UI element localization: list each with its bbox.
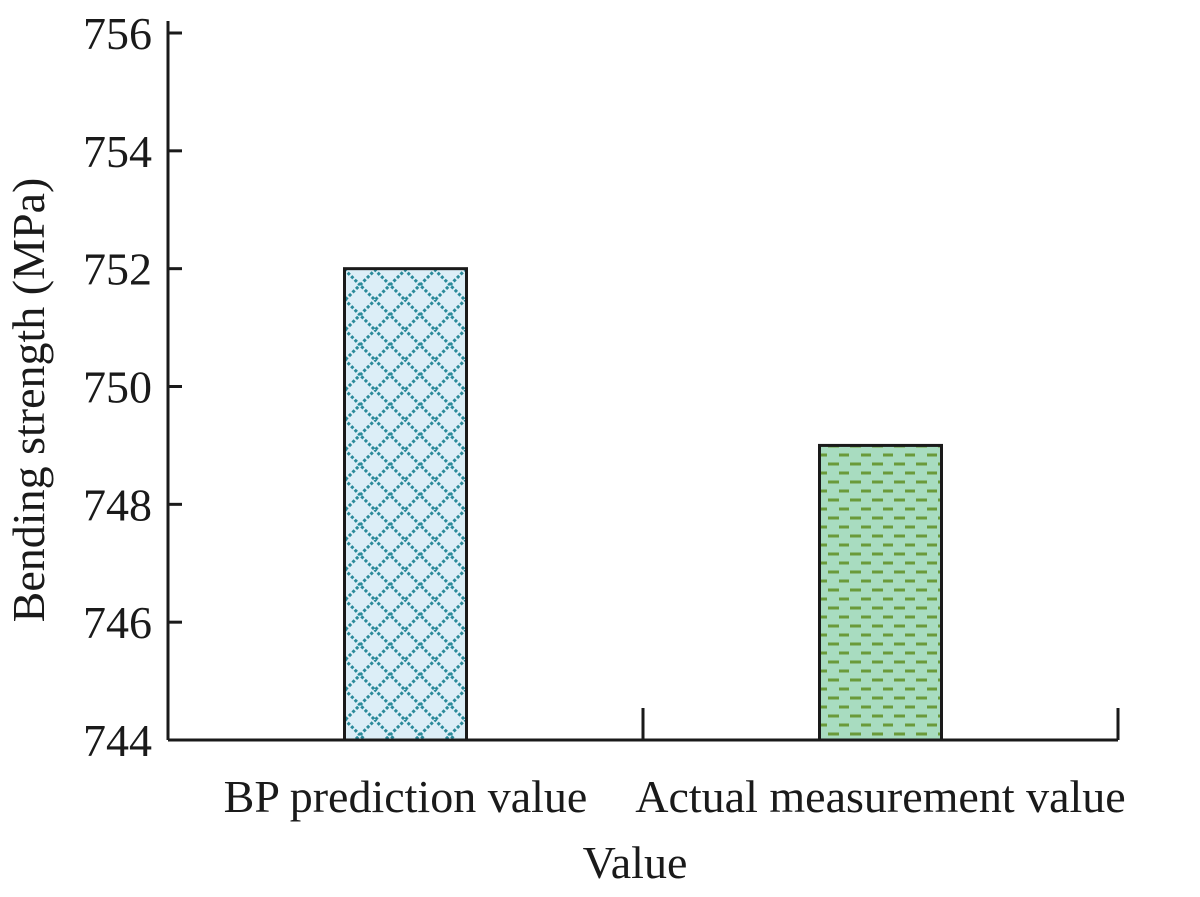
y-tick-label: 756 [83,8,152,59]
plot-area: 744 746 748 750 752 754 756 BP prediction value… [83,8,1126,822]
x-tick-label: BP prediction value [224,771,588,822]
y-tick-label: 754 [83,126,152,177]
bar-2 [818,443,943,742]
x-tick-label: Actual measurement value [635,771,1125,822]
y-tick-label: 744 [83,715,152,766]
y-tick-label: 748 [83,479,152,530]
y-tick-label: 750 [83,362,152,413]
y-axis-title: Bending strength (MPa) [3,178,54,623]
y-tick-label: 752 [83,244,152,295]
bar-1 [343,267,468,742]
x-axis-title: Value [583,837,688,888]
y-tick-label: 746 [83,597,152,648]
